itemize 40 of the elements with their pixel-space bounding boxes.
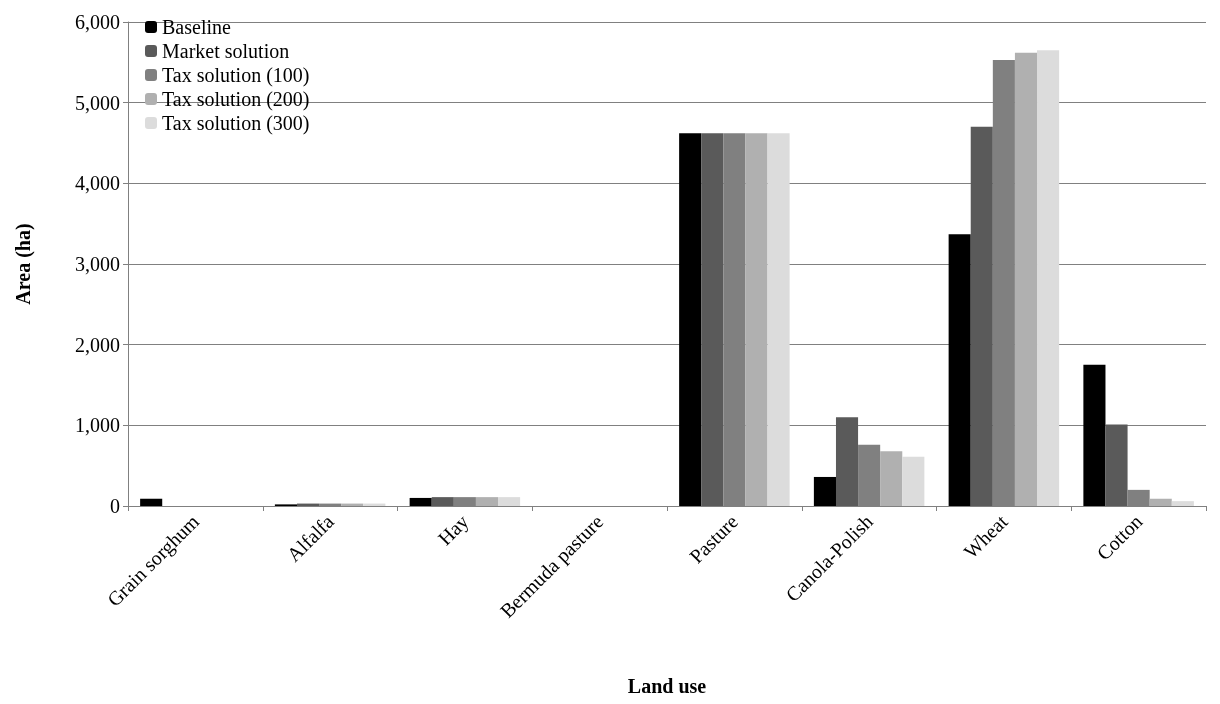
y-tick-label: 4,000 (75, 172, 120, 195)
bar (723, 133, 746, 506)
legend-label: Market solution (162, 40, 290, 62)
bar (409, 497, 432, 506)
y-tick-label: 0 (110, 495, 120, 517)
bar (431, 497, 454, 506)
bar (498, 497, 521, 506)
legend-label: Tax solution (300) (162, 112, 310, 135)
bar (880, 451, 903, 506)
y-tick-label: 6,000 (75, 11, 120, 33)
bar (948, 234, 971, 506)
bar (1014, 52, 1038, 506)
legend-label: Tax solution (100) (162, 64, 310, 87)
bar (1127, 489, 1150, 506)
bar (140, 498, 163, 506)
y-tick-label: 5,000 (75, 91, 120, 114)
y-tick-label: 1,000 (75, 414, 120, 437)
bar (767, 133, 790, 506)
bar (1105, 424, 1128, 506)
y-axis-title: Area (ha) (12, 223, 35, 305)
bar (1037, 50, 1060, 506)
legend-label: Baseline (162, 16, 231, 38)
y-tick-label: 2,000 (75, 333, 120, 356)
bar (453, 497, 476, 506)
bar (679, 133, 702, 506)
x-axis-title: Land use (627, 675, 707, 697)
bar (1083, 364, 1106, 506)
x-tick-label: Hay (433, 510, 474, 551)
bar (745, 133, 768, 506)
bar (475, 497, 499, 506)
y-tick-label: 3,000 (75, 253, 120, 275)
bar (1171, 501, 1194, 506)
bar (701, 133, 724, 506)
bar (970, 126, 993, 506)
legend-label: Tax solution (200) (162, 88, 310, 111)
bar (858, 444, 881, 506)
bar (902, 456, 925, 506)
bar (835, 417, 859, 506)
bar (813, 476, 836, 506)
bar (1149, 498, 1172, 506)
